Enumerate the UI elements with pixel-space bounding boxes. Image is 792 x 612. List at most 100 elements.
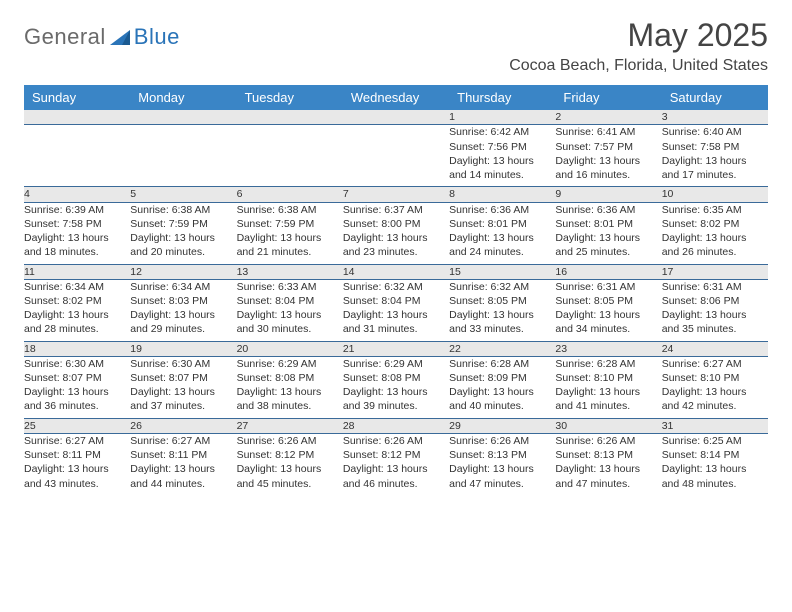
sunrise-text: Sunrise: 6:30 AM — [130, 357, 236, 371]
day-detail-cell — [343, 125, 449, 187]
sunrise-text: Sunrise: 6:34 AM — [24, 280, 130, 294]
day-number-cell: 21 — [343, 341, 449, 356]
day-number-row: 25262728293031 — [24, 418, 768, 433]
sunrise-text: Sunrise: 6:25 AM — [662, 434, 768, 448]
day-number-cell — [237, 110, 343, 125]
day-number-row: 123 — [24, 110, 768, 125]
day-detail-cell: Sunrise: 6:41 AMSunset: 7:57 PMDaylight:… — [555, 125, 661, 187]
day-detail-cell: Sunrise: 6:38 AMSunset: 7:59 PMDaylight:… — [130, 202, 236, 264]
sunrise-text: Sunrise: 6:36 AM — [555, 203, 661, 217]
daylight-text: Daylight: 13 hours — [24, 462, 130, 476]
day-detail-cell: Sunrise: 6:25 AMSunset: 8:14 PMDaylight:… — [662, 434, 768, 496]
sunset-text: Sunset: 7:58 PM — [24, 217, 130, 231]
day-number-cell: 8 — [449, 187, 555, 202]
day-detail-cell: Sunrise: 6:34 AMSunset: 8:03 PMDaylight:… — [130, 279, 236, 341]
daylight-text: Daylight: 13 hours — [24, 308, 130, 322]
sunset-text: Sunset: 8:11 PM — [130, 448, 236, 462]
weekday-header: Saturday — [662, 85, 768, 110]
day-detail-cell: Sunrise: 6:30 AMSunset: 8:07 PMDaylight:… — [24, 356, 130, 418]
day-number-cell: 31 — [662, 418, 768, 433]
sunrise-text: Sunrise: 6:36 AM — [449, 203, 555, 217]
day-detail-cell: Sunrise: 6:26 AMSunset: 8:13 PMDaylight:… — [449, 434, 555, 496]
day-number-row: 45678910 — [24, 187, 768, 202]
daylight-text: and 48 minutes. — [662, 477, 768, 491]
day-number-cell: 19 — [130, 341, 236, 356]
day-number-cell: 13 — [237, 264, 343, 279]
day-number-cell — [24, 110, 130, 125]
daylight-text: Daylight: 13 hours — [237, 231, 343, 245]
sunrise-text: Sunrise: 6:37 AM — [343, 203, 449, 217]
daylight-text: and 25 minutes. — [555, 245, 661, 259]
daylight-text: Daylight: 13 hours — [449, 308, 555, 322]
day-detail-cell: Sunrise: 6:37 AMSunset: 8:00 PMDaylight:… — [343, 202, 449, 264]
day-number-cell: 24 — [662, 341, 768, 356]
sunset-text: Sunset: 8:12 PM — [237, 448, 343, 462]
day-detail-cell: Sunrise: 6:36 AMSunset: 8:01 PMDaylight:… — [449, 202, 555, 264]
day-number-cell: 9 — [555, 187, 661, 202]
sunset-text: Sunset: 8:02 PM — [24, 294, 130, 308]
sunrise-text: Sunrise: 6:39 AM — [24, 203, 130, 217]
daylight-text: and 18 minutes. — [24, 245, 130, 259]
sunrise-text: Sunrise: 6:29 AM — [343, 357, 449, 371]
sunrise-text: Sunrise: 6:26 AM — [449, 434, 555, 448]
day-number-cell: 4 — [24, 187, 130, 202]
daylight-text: and 16 minutes. — [555, 168, 661, 182]
day-detail-row: Sunrise: 6:34 AMSunset: 8:02 PMDaylight:… — [24, 279, 768, 341]
daylight-text: and 28 minutes. — [24, 322, 130, 336]
day-detail-cell: Sunrise: 6:31 AMSunset: 8:05 PMDaylight:… — [555, 279, 661, 341]
daylight-text: Daylight: 13 hours — [343, 308, 449, 322]
calendar-table: SundayMondayTuesdayWednesdayThursdayFrid… — [24, 85, 768, 495]
location-subtitle: Cocoa Beach, Florida, United States — [509, 57, 768, 75]
day-detail-cell: Sunrise: 6:42 AMSunset: 7:56 PMDaylight:… — [449, 125, 555, 187]
header-row: General Blue May 2025 Cocoa Beach, Flori… — [24, 18, 768, 83]
sunset-text: Sunset: 7:58 PM — [662, 140, 768, 154]
day-number-cell: 6 — [237, 187, 343, 202]
calendar-page: General Blue May 2025 Cocoa Beach, Flori… — [0, 0, 792, 508]
day-number-cell: 23 — [555, 341, 661, 356]
sunset-text: Sunset: 8:13 PM — [449, 448, 555, 462]
daylight-text: and 23 minutes. — [343, 245, 449, 259]
sunset-text: Sunset: 8:07 PM — [130, 371, 236, 385]
calendar-header: SundayMondayTuesdayWednesdayThursdayFrid… — [24, 85, 768, 110]
day-detail-cell: Sunrise: 6:26 AMSunset: 8:12 PMDaylight:… — [343, 434, 449, 496]
daylight-text: Daylight: 13 hours — [449, 154, 555, 168]
sunset-text: Sunset: 8:04 PM — [237, 294, 343, 308]
day-number-cell: 14 — [343, 264, 449, 279]
day-number-cell: 22 — [449, 341, 555, 356]
sunrise-text: Sunrise: 6:27 AM — [24, 434, 130, 448]
daylight-text: and 24 minutes. — [449, 245, 555, 259]
day-detail-cell: Sunrise: 6:36 AMSunset: 8:01 PMDaylight:… — [555, 202, 661, 264]
day-number-cell: 2 — [555, 110, 661, 125]
daylight-text: Daylight: 13 hours — [130, 462, 236, 476]
daylight-text: Daylight: 13 hours — [662, 385, 768, 399]
day-number-cell: 18 — [24, 341, 130, 356]
sunset-text: Sunset: 8:00 PM — [343, 217, 449, 231]
daylight-text: Daylight: 13 hours — [449, 462, 555, 476]
weekday-header: Sunday — [24, 85, 130, 110]
daylight-text: and 42 minutes. — [662, 399, 768, 413]
day-number-cell — [343, 110, 449, 125]
sunrise-text: Sunrise: 6:28 AM — [449, 357, 555, 371]
day-detail-cell: Sunrise: 6:29 AMSunset: 8:08 PMDaylight:… — [343, 356, 449, 418]
day-number-cell: 12 — [130, 264, 236, 279]
daylight-text: and 44 minutes. — [130, 477, 236, 491]
day-number-cell: 20 — [237, 341, 343, 356]
sunset-text: Sunset: 8:05 PM — [449, 294, 555, 308]
daylight-text: Daylight: 13 hours — [555, 308, 661, 322]
day-number-cell: 16 — [555, 264, 661, 279]
sunset-text: Sunset: 7:59 PM — [130, 217, 236, 231]
daylight-text: Daylight: 13 hours — [24, 385, 130, 399]
weekday-header: Monday — [130, 85, 236, 110]
sunrise-text: Sunrise: 6:33 AM — [237, 280, 343, 294]
day-number-cell: 25 — [24, 418, 130, 433]
day-detail-cell: Sunrise: 6:34 AMSunset: 8:02 PMDaylight:… — [24, 279, 130, 341]
sunset-text: Sunset: 8:10 PM — [555, 371, 661, 385]
day-detail-cell: Sunrise: 6:33 AMSunset: 8:04 PMDaylight:… — [237, 279, 343, 341]
daylight-text: and 46 minutes. — [343, 477, 449, 491]
daylight-text: Daylight: 13 hours — [24, 231, 130, 245]
weekday-header: Wednesday — [343, 85, 449, 110]
sunset-text: Sunset: 8:04 PM — [343, 294, 449, 308]
sunrise-text: Sunrise: 6:42 AM — [449, 125, 555, 139]
day-detail-cell: Sunrise: 6:28 AMSunset: 8:09 PMDaylight:… — [449, 356, 555, 418]
daylight-text: Daylight: 13 hours — [555, 462, 661, 476]
